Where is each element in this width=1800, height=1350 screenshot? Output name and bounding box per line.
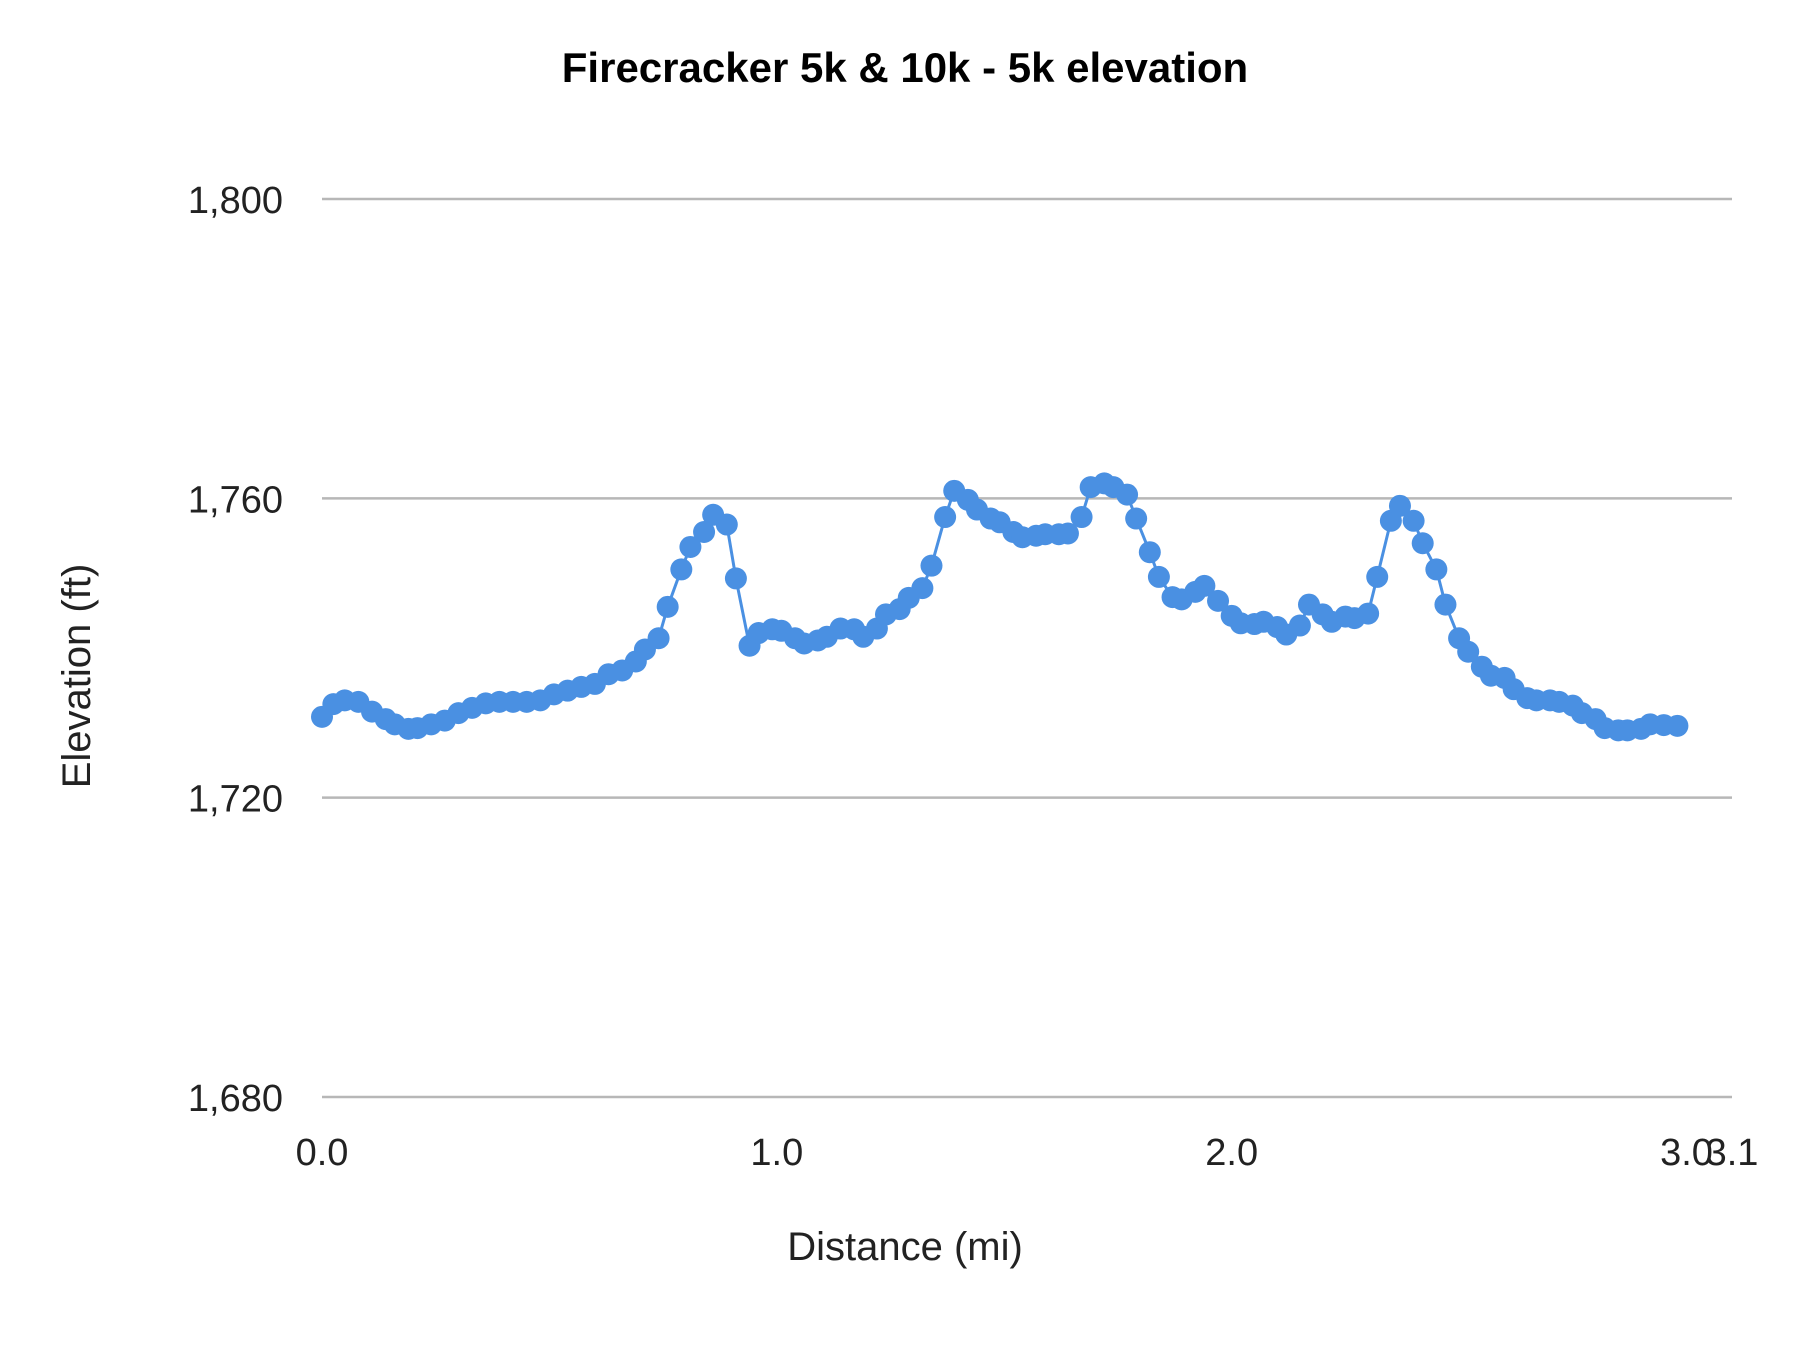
data-point	[724, 567, 747, 590]
x-axis-label: Distance (mi)	[787, 1225, 1023, 1269]
data-point	[1357, 602, 1380, 625]
x-axis-ticks: 0.0 1.0 2.0 3.03.1	[296, 1132, 1759, 1174]
data-point	[1288, 614, 1311, 637]
series-elevation	[311, 472, 1689, 742]
y-axis-label: Elevation (ft)	[55, 564, 99, 789]
data-point	[656, 595, 679, 618]
x-tick-label: 0.0	[296, 1132, 349, 1174]
gridlines	[322, 197, 1732, 1099]
data-point	[693, 521, 716, 544]
data-point	[1411, 532, 1434, 555]
data-point	[647, 627, 670, 650]
y-tick-label: 1,800	[188, 180, 283, 222]
x-tick-label: 2.0	[1205, 1132, 1258, 1174]
data-point	[1125, 507, 1148, 530]
x-tick-label: 3.0	[1660, 1132, 1713, 1174]
data-point	[920, 554, 943, 577]
data-point	[911, 577, 934, 600]
x-tick-label: 3.1	[1706, 1132, 1759, 1174]
data-point	[1056, 522, 1079, 545]
chart-title: Firecracker 5k & 10k - 5k elevation	[562, 44, 1248, 91]
y-axis-ticks: 1,680 1,720 1,760 1,800	[188, 180, 283, 1120]
y-tick-label: 1,680	[188, 1078, 283, 1120]
x-tick-label: 1.0	[750, 1132, 803, 1174]
data-point	[1434, 593, 1457, 616]
data-point	[1425, 558, 1448, 581]
y-tick-label: 1,760	[188, 479, 283, 521]
data-point	[715, 513, 738, 536]
data-point	[1147, 565, 1170, 588]
data-point	[1207, 589, 1230, 612]
data-point	[1116, 483, 1139, 506]
data-point	[1138, 541, 1161, 564]
y-tick-label: 1,720	[188, 779, 283, 821]
data-point	[679, 535, 702, 558]
data-point	[1388, 494, 1411, 517]
data-point	[1193, 574, 1216, 597]
data-point	[1366, 565, 1389, 588]
data-point	[934, 506, 957, 529]
data-point	[1457, 640, 1480, 663]
data-point	[1402, 509, 1425, 532]
data-point	[1070, 506, 1093, 529]
data-point	[670, 558, 693, 581]
data-point	[1666, 714, 1689, 737]
